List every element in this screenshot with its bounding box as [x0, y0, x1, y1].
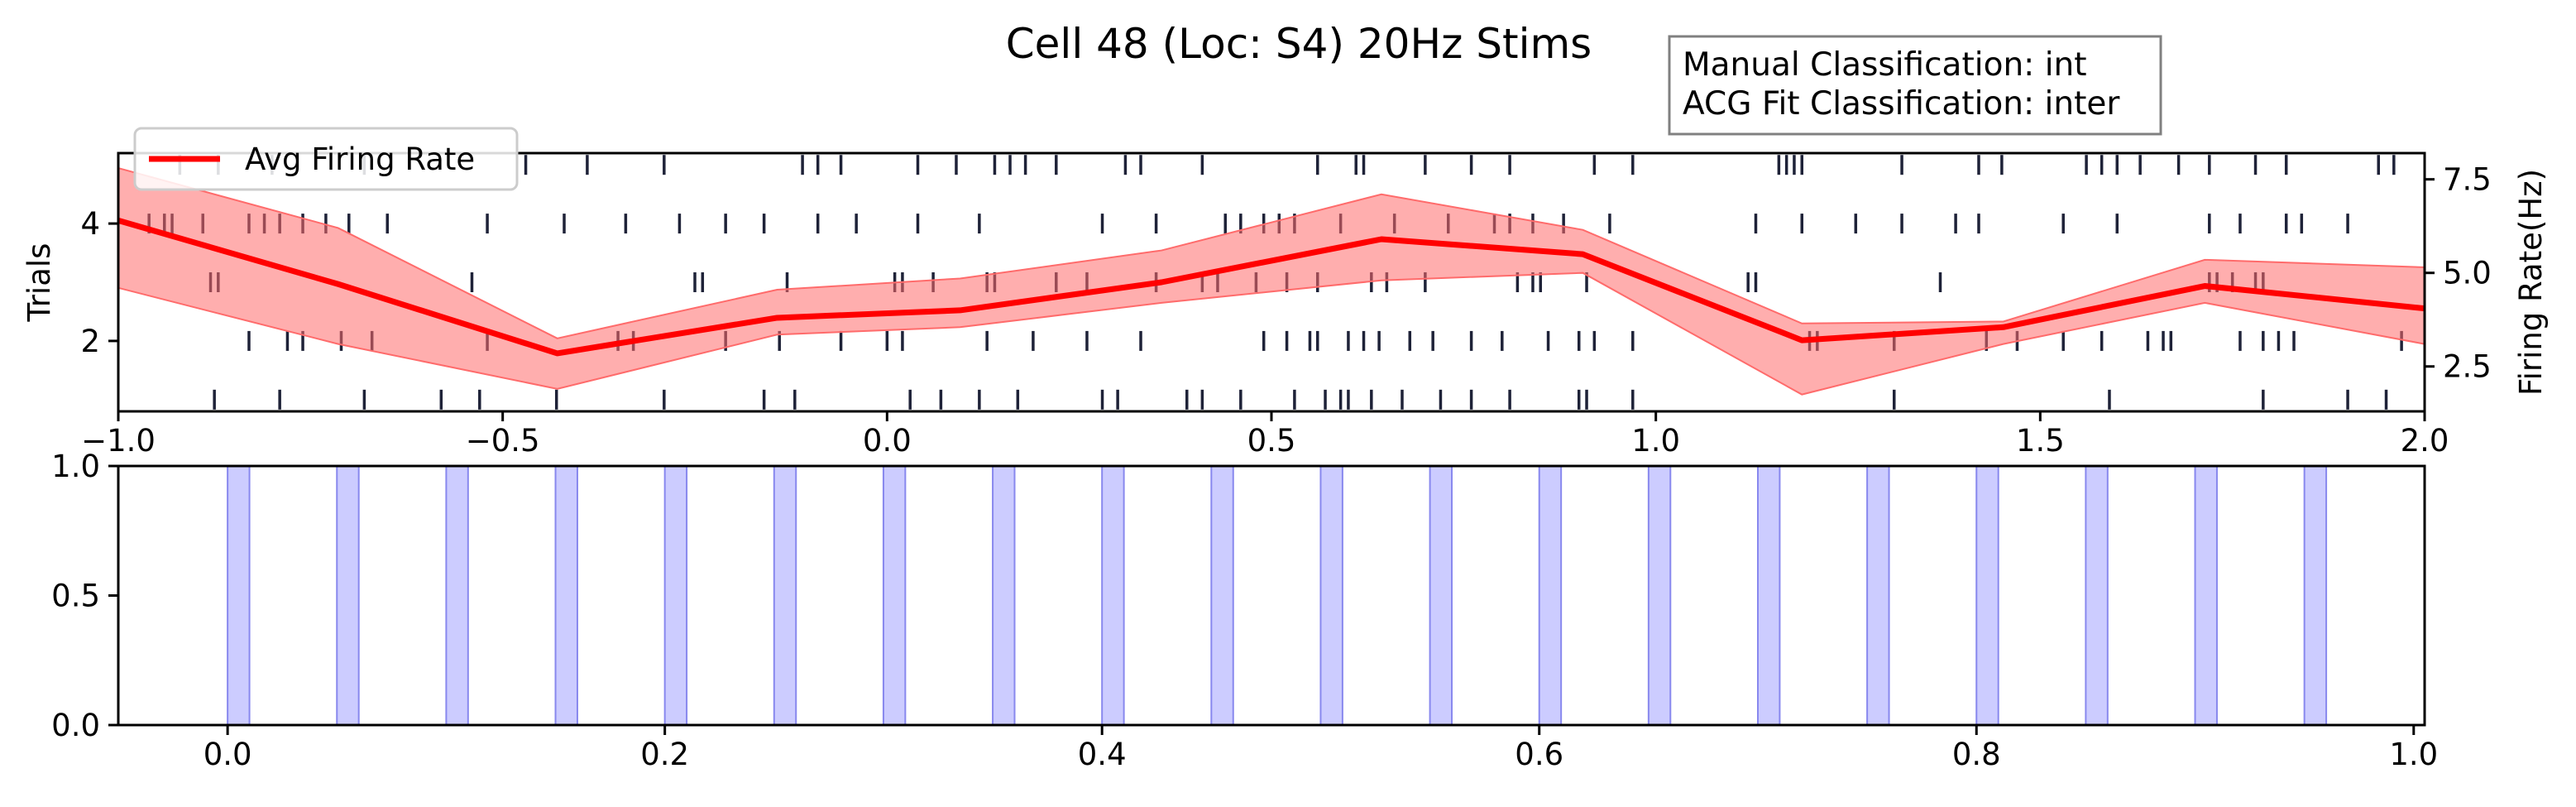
y-tick-label: 0.5 — [51, 579, 100, 614]
stimulus-pulse — [554, 465, 578, 726]
x-tick-label: 0.5 — [1247, 423, 1296, 459]
stimulus-pulse — [1210, 465, 1234, 726]
y-tick-label: 1.0 — [51, 449, 100, 484]
x-tick-label: −0.5 — [466, 423, 540, 459]
stimulus-pulse — [1319, 465, 1343, 726]
stimulus-x-axis: 0.0 0.2 0.4 0.6 0.8 1.0 — [203, 725, 2438, 772]
x-tick-label: 0.8 — [1952, 737, 2001, 772]
stimulus-pulse — [1647, 465, 1672, 726]
x-tick-label: 0.0 — [203, 737, 252, 772]
stimulus-pulse — [882, 465, 907, 726]
stimulus-pulse — [1975, 465, 1999, 726]
figure-title: Cell 48 (Loc: S4) 20Hz Stims — [1006, 20, 1592, 68]
firing-rate-tick-label: 7.5 — [2443, 162, 2492, 198]
stimulus-pulse — [1429, 465, 1453, 726]
classification-box: Manual Classification: int ACG Fit Class… — [1668, 35, 2162, 136]
stimulus-pulse — [2194, 465, 2218, 726]
stimulus-pulse — [1756, 465, 1781, 726]
stimulus-pulse — [227, 465, 251, 726]
x-tick-label: 0.4 — [1078, 737, 1127, 772]
stimulus-pulse — [663, 465, 688, 726]
stimulus-pulse — [445, 465, 469, 726]
firing-rate-tick-label: 2.5 — [2443, 349, 2492, 385]
legend: Avg Firing Rate — [133, 127, 519, 191]
trials-axis: 24 — [80, 206, 118, 359]
firing-rate-axis: 2.5 5.0 7.5 — [2425, 162, 2492, 385]
x-tick-label: 0.6 — [1515, 737, 1563, 772]
firing-rate-axis-label: Firing Rate(Hz) — [2513, 169, 2549, 396]
stimulus-pulse — [992, 465, 1016, 726]
avg-firing-rate-line — [117, 218, 2425, 357]
stimulus-panel: 0.0 0.2 0.4 0.6 0.8 1.0 0.0 0.5 1.0 — [51, 449, 2438, 772]
x-tick-label: 2.0 — [2401, 423, 2449, 459]
x-tick-label: 1.0 — [2389, 737, 2438, 772]
stimulus-pulse — [1866, 465, 1890, 726]
x-tick-label: 1.5 — [2016, 423, 2065, 459]
trials-tick-label: 2 — [80, 324, 100, 359]
firing-rate-tick-label: 5.0 — [2443, 256, 2492, 291]
stimulus-y-axis: 0.0 0.5 1.0 — [51, 449, 118, 743]
stimulus-pulse — [1101, 465, 1125, 726]
x-tick-label: −1.0 — [81, 423, 156, 459]
stimulus-pulse — [2303, 465, 2328, 726]
stimulus-pulse — [2085, 465, 2109, 726]
raster-panel: −1.0 −0.5 0.0 0.5 1.0 1.5 2.0 24 2.55.07.5 Tri… — [22, 127, 2549, 459]
legend-label: Avg Firing Rate — [245, 142, 475, 177]
acg-classification-text: ACG Fit Classification: inter — [1683, 85, 2120, 122]
x-tick-label: 0.2 — [640, 737, 689, 772]
trials-axis-label: Trials — [22, 243, 57, 323]
trials-tick-label: 4 — [80, 206, 100, 242]
stimulus-pulse — [1538, 465, 1563, 726]
stimulus-pulse — [773, 465, 797, 726]
stimulus-pulse — [336, 465, 360, 726]
raster-x-axis: −1.0 −0.5 0.0 0.5 1.0 1.5 2.0 — [81, 411, 2449, 459]
manual-classification-text: Manual Classification: int — [1683, 46, 2087, 84]
x-tick-label: 0.0 — [863, 423, 912, 459]
y-tick-label: 0.0 — [51, 708, 100, 743]
x-tick-label: 1.0 — [1631, 423, 1680, 459]
